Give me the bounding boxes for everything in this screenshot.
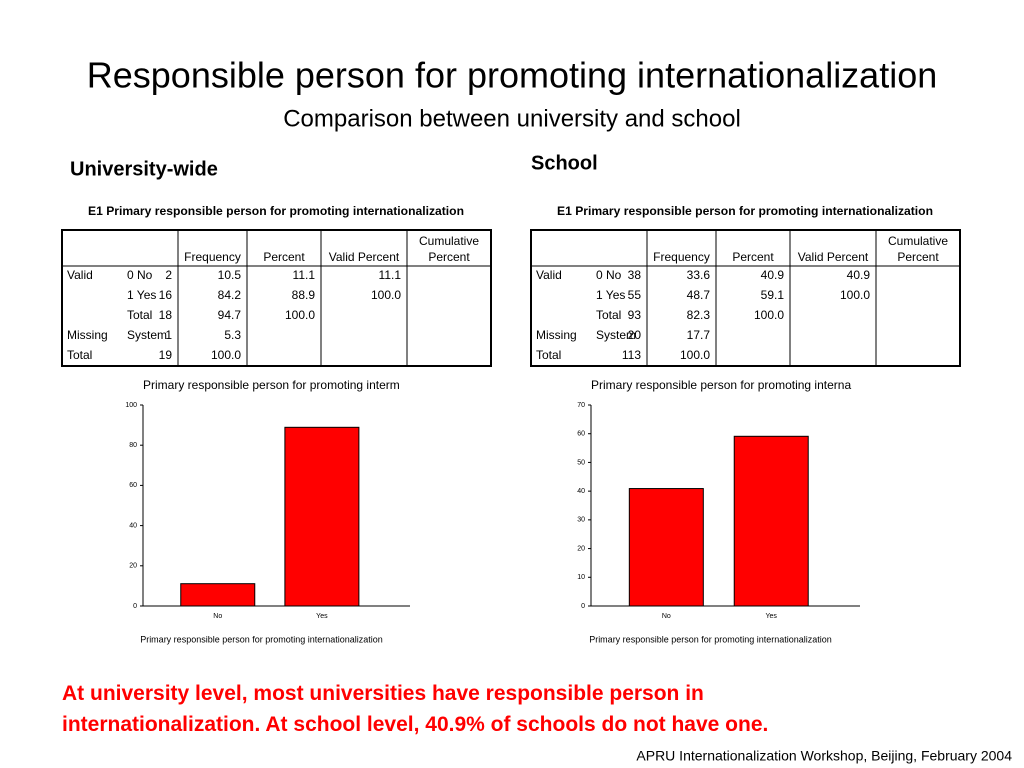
table-border	[61, 229, 492, 367]
table-cell: 11.1	[293, 268, 316, 282]
column-header: Cumulative Percent	[888, 234, 948, 264]
table-cell: 84.2	[218, 288, 242, 302]
table-cell: 38	[628, 268, 642, 282]
table-cell: 10.5	[218, 268, 242, 282]
table-cell: 113	[622, 348, 641, 362]
row-label: Missing	[67, 328, 108, 342]
table-cell: 94.7	[218, 308, 242, 322]
table-cell: 93	[628, 308, 642, 322]
table-cell: 5.3	[224, 328, 241, 342]
table-cell: 19	[159, 348, 173, 362]
bar	[733, 435, 809, 607]
x-tick-label: Yes	[316, 613, 328, 620]
x-tick-label: No	[662, 613, 671, 620]
bar	[180, 583, 256, 607]
y-tick-label: 20	[129, 563, 137, 570]
row-label: Total	[67, 348, 92, 362]
y-tick-label: 40	[129, 522, 137, 529]
x-tick-label: Yes	[766, 613, 778, 620]
slide-subtitle: Comparison between university and school	[283, 105, 741, 132]
table-cell: 100.0	[211, 348, 241, 362]
bar	[284, 426, 360, 607]
table-cell: 33.6	[687, 268, 711, 282]
row-label: Total	[536, 348, 561, 362]
row-label: System	[127, 328, 167, 342]
column-header: Frequency	[184, 250, 241, 264]
row-label: Total	[127, 308, 152, 322]
bar	[628, 488, 704, 607]
table-cell: 82.3	[687, 308, 711, 322]
y-tick-label: 0	[133, 603, 137, 610]
table-cell: 100.0	[285, 308, 315, 322]
table-cell: 16	[159, 288, 173, 302]
table-cell: 100.0	[840, 288, 870, 302]
table-cell: 88.9	[292, 288, 316, 302]
y-tick-label: 10	[577, 574, 585, 581]
slide-title: Responsible person for promoting interna…	[87, 55, 938, 96]
row-label: Total	[596, 308, 621, 322]
row-label: 0 No	[596, 268, 622, 282]
table-cell: 11.1	[379, 268, 402, 282]
table-cell: 17.7	[687, 328, 711, 342]
row-label: 0 No	[127, 268, 153, 282]
table-cell: 1	[165, 328, 172, 342]
y-tick-label: 70	[577, 402, 585, 409]
y-tick-label: 0	[581, 603, 585, 610]
table-cell: 2	[165, 268, 172, 282]
x-tick-label: No	[213, 613, 222, 620]
y-tick-label: 20	[577, 545, 585, 552]
row-label: 1 Yes	[127, 288, 156, 302]
table-cell: 59.1	[761, 288, 785, 302]
y-tick-label: 60	[129, 482, 137, 489]
x-axis-label: Primary responsible person for promoting…	[589, 634, 832, 644]
column-header: Percent	[263, 250, 305, 264]
table-title: E1 Primary responsible person for promot…	[557, 204, 933, 218]
table-cell: 55	[628, 288, 642, 302]
table-cell: 40.9	[847, 268, 871, 282]
table-title: E1 Primary responsible person for promot…	[88, 204, 464, 218]
column-header: Frequency	[653, 250, 710, 264]
y-tick-label: 40	[577, 488, 585, 495]
y-tick-label: 30	[577, 517, 585, 524]
row-label: Missing	[536, 328, 577, 342]
chart-title: Primary responsible person for promoting…	[591, 378, 851, 392]
y-tick-label: 50	[577, 459, 585, 466]
column-header: Valid Percent	[329, 250, 400, 264]
row-label: Valid	[536, 268, 562, 282]
x-axis-label: Primary responsible person for promoting…	[140, 634, 383, 644]
column-header: Valid Percent	[798, 250, 869, 264]
table-cell: 20	[628, 328, 642, 342]
y-tick-label: 60	[577, 431, 585, 438]
row-label: System	[596, 328, 636, 342]
table-cell: 100.0	[371, 288, 401, 302]
table-cell: 40.9	[761, 268, 785, 282]
y-tick-label: 100	[125, 402, 137, 409]
table-cell: 100.0	[754, 308, 784, 322]
table-cell: 48.7	[687, 288, 711, 302]
chart-title: Primary responsible person for promoting…	[143, 378, 400, 392]
panel-heading: School	[531, 152, 598, 174]
y-tick-label: 80	[129, 442, 137, 449]
conclusion: At university level, most universities h…	[62, 682, 769, 736]
table-cell: 100.0	[680, 348, 710, 362]
footer: APRU Internationalization Workshop, Beij…	[636, 748, 1012, 764]
panel-heading: University-wide	[70, 158, 218, 180]
column-header: Cumulative Percent	[419, 234, 479, 264]
row-label: Valid	[67, 268, 93, 282]
column-header: Percent	[732, 250, 774, 264]
row-label: 1 Yes	[596, 288, 625, 302]
table-border	[530, 229, 961, 367]
table-cell: 18	[159, 308, 173, 322]
